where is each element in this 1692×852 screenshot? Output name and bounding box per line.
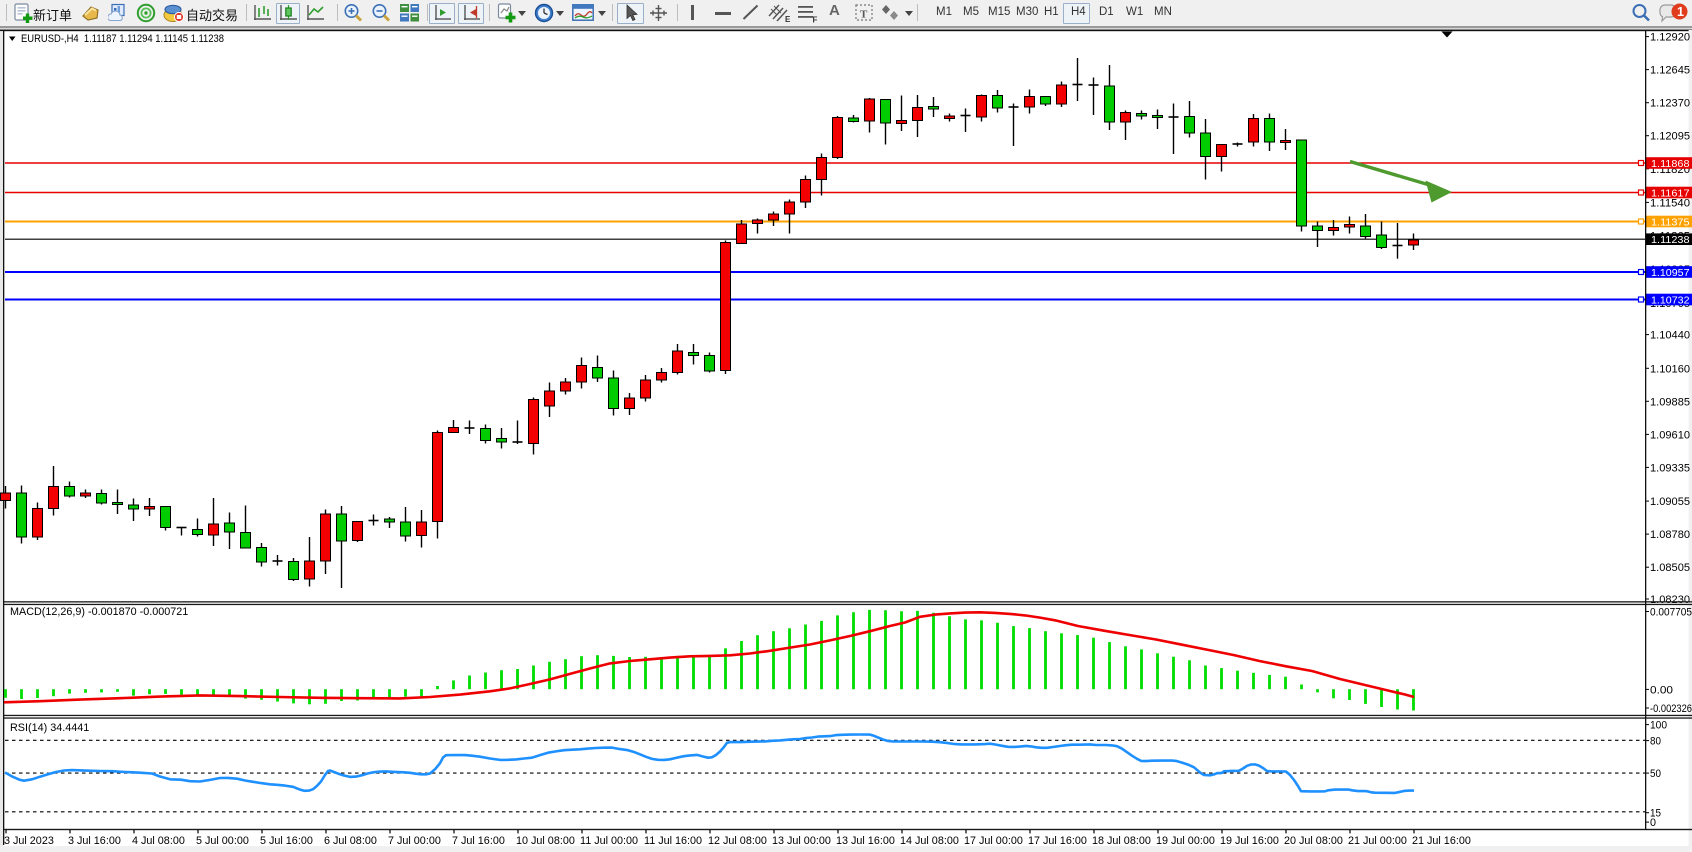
svg-text:1.10957: 1.10957 [1651,267,1690,279]
svg-text:EURUSD-,H4 1.11187 1.11294 1.: EURUSD-,H4 1.11187 1.11294 1.11145 1.112… [21,33,224,45]
svg-text:MACD(12,26,9) -0.001870 -0.000: MACD(12,26,9) -0.001870 -0.000721 [10,606,188,618]
svg-text:18 Jul 08:00: 18 Jul 08:00 [1092,835,1151,847]
svg-text:1.09335: 1.09335 [1650,462,1690,474]
svg-text:14 Jul 08:00: 14 Jul 08:00 [900,835,959,847]
svg-text:6 Jul 08:00: 6 Jul 08:00 [324,835,377,847]
svg-text:3 Jul 16:00: 3 Jul 16:00 [68,835,121,847]
svg-text:1.12645: 1.12645 [1650,65,1690,77]
svg-text:5 Jul 16:00: 5 Jul 16:00 [260,835,313,847]
svg-text:1.12370: 1.12370 [1650,98,1690,110]
svg-text:50: 50 [1650,768,1661,780]
svg-text:19 Jul 00:00: 19 Jul 00:00 [1156,835,1215,847]
svg-text:11 Jul 00:00: 11 Jul 00:00 [580,835,638,847]
svg-text:21 Jul 00:00: 21 Jul 00:00 [1348,835,1407,847]
svg-text:5 Jul 00:00: 5 Jul 00:00 [196,835,249,847]
svg-text:13 Jul 16:00: 13 Jul 16:00 [836,835,895,847]
svg-text:1.12095: 1.12095 [1650,131,1690,143]
svg-text:RSI(14) 34.4441: RSI(14) 34.4441 [10,722,89,734]
svg-text:1.10732: 1.10732 [1651,295,1690,307]
svg-text:4 Jul 08:00: 4 Jul 08:00 [132,835,185,847]
svg-text:1.11375: 1.11375 [1651,217,1690,229]
svg-text:0: 0 [1650,817,1656,829]
svg-text:T: T [860,9,868,21]
svg-text:3 Jul 2023: 3 Jul 2023 [4,835,54,847]
svg-text:1.08505: 1.08505 [1650,562,1690,574]
svg-text:1.12920: 1.12920 [1650,32,1690,44]
svg-text:19 Jul 16:00: 19 Jul 16:00 [1220,835,1279,847]
svg-text:F: F [813,16,818,24]
svg-text:100: 100 [1650,720,1667,732]
svg-text:15: 15 [1650,808,1661,820]
svg-text:17 Jul 00:00: 17 Jul 00:00 [964,835,1023,847]
svg-text:11 Jul 16:00: 11 Jul 16:00 [644,835,702,847]
svg-text:17 Jul 16:00: 17 Jul 16:00 [1028,835,1087,847]
svg-text:12 Jul 08:00: 12 Jul 08:00 [708,835,767,847]
svg-text:1.11540: 1.11540 [1650,197,1690,209]
svg-text:1.08780: 1.08780 [1650,529,1690,541]
svg-text:1.08230: 1.08230 [1650,594,1690,606]
svg-text:1.09610: 1.09610 [1650,429,1690,441]
svg-text:80: 80 [1650,736,1661,748]
svg-text:1.11238: 1.11238 [1651,234,1690,246]
svg-text:0.00: 0.00 [1650,684,1673,696]
svg-text:21 Jul 16:00: 21 Jul 16:00 [1412,835,1471,847]
svg-text:1: 1 [1677,5,1684,19]
svg-text:1.10160: 1.10160 [1650,363,1690,375]
svg-text:1.11617: 1.11617 [1651,188,1690,200]
svg-text:1.11868: 1.11868 [1651,158,1690,170]
svg-text:1.10440: 1.10440 [1650,330,1690,342]
svg-text:7 Jul 16:00: 7 Jul 16:00 [452,835,505,847]
svg-text:-0.002326: -0.002326 [1650,703,1692,715]
svg-text:1.09885: 1.09885 [1650,396,1690,408]
svg-text:10 Jul 08:00: 10 Jul 08:00 [516,835,575,847]
svg-text:7 Jul 00:00: 7 Jul 00:00 [388,835,441,847]
svg-text:0.007705: 0.007705 [1650,607,1692,619]
svg-text:E: E [785,15,791,23]
svg-text:1.09055: 1.09055 [1650,496,1690,508]
svg-text:13 Jul 00:00: 13 Jul 00:00 [772,835,831,847]
svg-text:20 Jul 08:00: 20 Jul 08:00 [1284,835,1343,847]
